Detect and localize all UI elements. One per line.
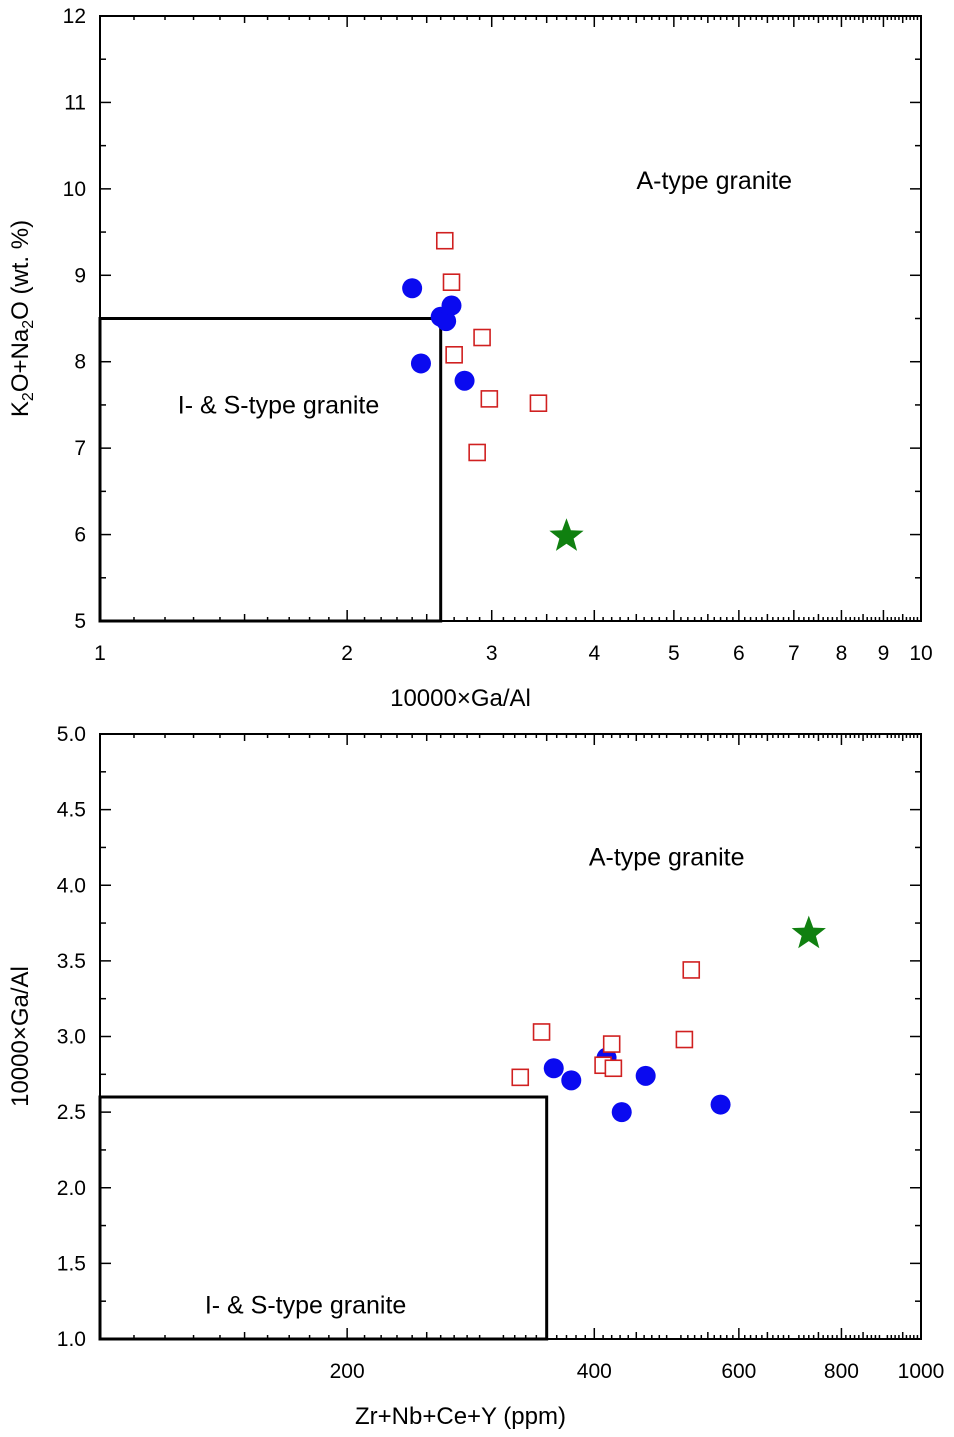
series-open-square: [435, 231, 548, 462]
x-minor-ticks: [133, 16, 919, 621]
y-tick-label: 1.5: [57, 1252, 86, 1275]
x-tick-label: 6: [733, 642, 745, 665]
data-point-square: [682, 961, 701, 979]
data-point-square: [675, 1030, 694, 1049]
y-tick-label: 1.0: [57, 1328, 86, 1351]
data-point-square: [442, 273, 461, 292]
x-tick-label: 600: [721, 1360, 756, 1383]
y-tick-label: 2.0: [57, 1177, 86, 1200]
y-tick-label: 9: [74, 264, 86, 287]
y-tick-label: 10: [63, 178, 86, 201]
y-tick-label: 4.0: [57, 874, 86, 897]
region-box: [98, 317, 443, 623]
region-box: [98, 1095, 549, 1341]
y-tick-label: 6: [74, 524, 86, 547]
x-tick-label: 7: [788, 642, 800, 665]
x-tick-label: 5: [668, 642, 680, 665]
data-point-circle: [611, 1102, 632, 1123]
y-axis-title: 10000×Ga/Al: [7, 966, 34, 1107]
y-tick-label: 4.5: [57, 799, 86, 822]
data-point-star: [549, 518, 584, 551]
y-tick-label: 5: [74, 610, 86, 633]
y-tick-label: 2.5: [57, 1101, 86, 1124]
data-point-square: [532, 1023, 551, 1041]
data-point-square: [529, 394, 548, 413]
x-tick-label: 9: [878, 642, 890, 665]
chart-bottom: 200 400 600 800 1000 1.0 1.5 2.0 2.5 3.0 3.5 4.0 4.5…: [7, 723, 944, 1430]
region-label: A-type granite: [589, 844, 745, 872]
region-label: I- & S-type granite: [178, 392, 379, 420]
y-axis-title-part: O (wt. %): [7, 220, 34, 320]
y-axis-title-subscript: 2: [20, 320, 37, 329]
x-tick-label: 8: [836, 642, 848, 665]
y-axis-title: K2O+Na2O (wt. %): [7, 220, 37, 417]
data-point-square: [511, 1068, 530, 1087]
y-tick-label: 5.0: [57, 723, 86, 746]
x-tick-label: 3: [486, 642, 498, 665]
x-tick-label: 1000: [898, 1360, 945, 1383]
y-axis-title-part: O+Na: [7, 328, 34, 392]
x-tick-label: 10: [909, 642, 932, 665]
data-point-circle: [441, 295, 462, 316]
y-tick-label: 3.0: [57, 1026, 86, 1049]
x-axis-title: Zr+Nb+Ce+Y (ppm): [355, 1403, 566, 1430]
data-point-square: [445, 345, 463, 364]
data-point-circle: [402, 278, 423, 299]
data-point-circle: [543, 1058, 564, 1079]
data-point-square: [468, 443, 486, 462]
y-tick-label: 7: [74, 437, 86, 460]
data-point-circle: [436, 311, 457, 332]
data-point-circle: [454, 370, 475, 391]
y-tick-label: 3.5: [57, 950, 86, 973]
x-tick-label: 1: [94, 642, 106, 665]
series-star: [549, 518, 584, 551]
y-tick-label: 8: [74, 351, 86, 374]
data-point-square: [604, 1059, 623, 1078]
data-point-square: [435, 231, 454, 250]
y-axis-title-subscript: 2: [20, 392, 37, 401]
x-minor-ticks: [133, 734, 919, 1339]
x-axis-title: 10000×Ga/Al: [390, 685, 531, 712]
x-tick-label: 800: [824, 1360, 859, 1383]
data-point-circle: [635, 1065, 656, 1086]
series-star: [791, 915, 826, 949]
y-axis-title-part: K: [7, 401, 34, 417]
plot-frame: [99, 733, 922, 1340]
chart-top: 1 2 3 4 5 6 7 8 9 105678910111210000×Ga/AlK2O+Na2…: [7, 5, 933, 712]
region-label: A-type granite: [636, 167, 792, 195]
data-point-square: [473, 328, 491, 347]
x-tick-label: 200: [330, 1360, 365, 1383]
data-point-circle: [561, 1070, 582, 1091]
series-filled-circle: [543, 1047, 731, 1123]
data-point-square: [602, 1035, 621, 1053]
region-label: I- & S-type granite: [205, 1291, 406, 1319]
series-filled-circle: [402, 278, 475, 391]
series-open-square: [511, 961, 701, 1087]
data-point-star: [791, 915, 826, 949]
data-point-square: [480, 390, 499, 408]
x-tick-label: 2: [341, 642, 353, 665]
data-point-circle: [410, 353, 431, 374]
y-tick-label: 12: [63, 5, 86, 28]
y-tick-label: 11: [64, 91, 86, 114]
x-tick-label: 400: [577, 1360, 612, 1383]
x-tick-label: 4: [588, 642, 600, 665]
data-point-circle: [710, 1094, 731, 1115]
